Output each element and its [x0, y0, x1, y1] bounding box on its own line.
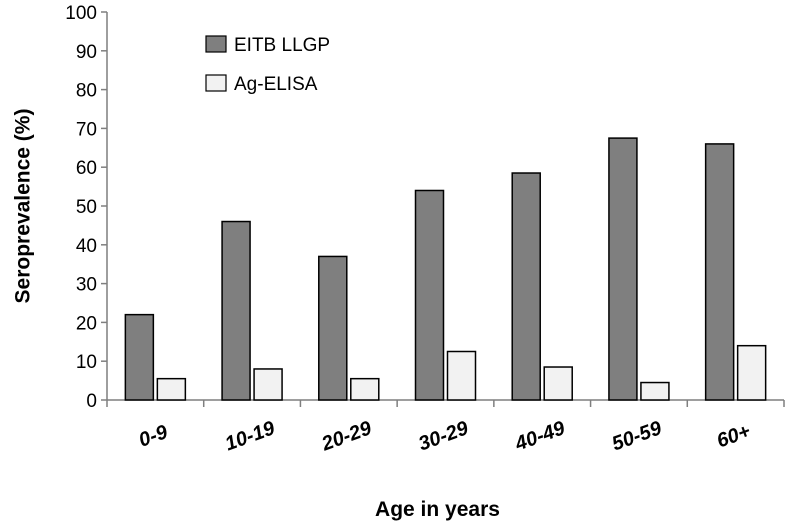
x-tick-label: 0-9	[136, 421, 172, 452]
x-tick-label: 50-59	[609, 417, 665, 455]
bar-ag-elisa-50-59	[640, 381, 670, 401]
y-tick-label: 30	[76, 275, 97, 296]
bar-eitb-llgp-0-9	[124, 313, 155, 401]
bar-ag-elisa-60+	[736, 344, 767, 401]
bars	[124, 137, 767, 401]
bar-ag-elisa-20-29	[350, 377, 380, 401]
y-tick-label: 100	[65, 3, 97, 24]
legend: EITB LLGP Ag-ELISA	[205, 35, 330, 95]
x-tick-label: 10-19	[222, 417, 278, 455]
y-tick-label: 80	[76, 81, 97, 102]
bar-ag-elisa-30-29	[446, 350, 477, 401]
y-tick-label: 40	[76, 236, 97, 257]
x-tick-label: 60+	[714, 420, 754, 452]
bar-ag-elisa-10-19	[253, 368, 283, 401]
x-tick-label: 20-29	[318, 417, 375, 456]
bar-ag-elisa-40-49	[543, 366, 573, 401]
x-axis: 0-9 10-19 20-29 30-29 40-49 50-59 60+	[106, 399, 785, 456]
y-tick-label: 50	[76, 197, 97, 218]
y-tick-label: 20	[76, 313, 97, 334]
x-tick-label: 40-49	[511, 417, 568, 456]
bar-eitb-llgp-10-19	[221, 220, 251, 401]
y-axis: 0 10 20 30 40 50 60 70 80 90 100	[65, 3, 108, 412]
y-tick-label: 10	[76, 352, 97, 373]
bar-eitb-llgp-50-59	[608, 137, 638, 401]
y-axis-title: Seroprevalence (%)	[12, 109, 35, 304]
legend-label-ag-elisa: Ag-ELISA	[234, 74, 318, 95]
bar-eitb-llgp-40-49	[511, 172, 541, 401]
legend-swatch-ag-elisa	[205, 74, 227, 92]
x-axis-title: Age in years	[375, 498, 500, 521]
bar-eitb-llgp-30-29	[414, 189, 445, 401]
legend-swatch-eitb-llgp	[205, 35, 227, 53]
bar-ag-elisa-0-9	[156, 377, 187, 401]
bar-eitb-llgp-20-29	[318, 255, 348, 401]
y-tick-label: 90	[76, 42, 97, 63]
bar-eitb-llgp-60+	[704, 143, 735, 401]
y-tick-label: 70	[76, 119, 97, 140]
y-tick-label: 60	[76, 158, 97, 179]
legend-label-eitb-llgp: EITB LLGP	[234, 35, 330, 56]
x-tick-label: 30-29	[416, 417, 472, 455]
y-tick-label: 0	[86, 391, 97, 412]
